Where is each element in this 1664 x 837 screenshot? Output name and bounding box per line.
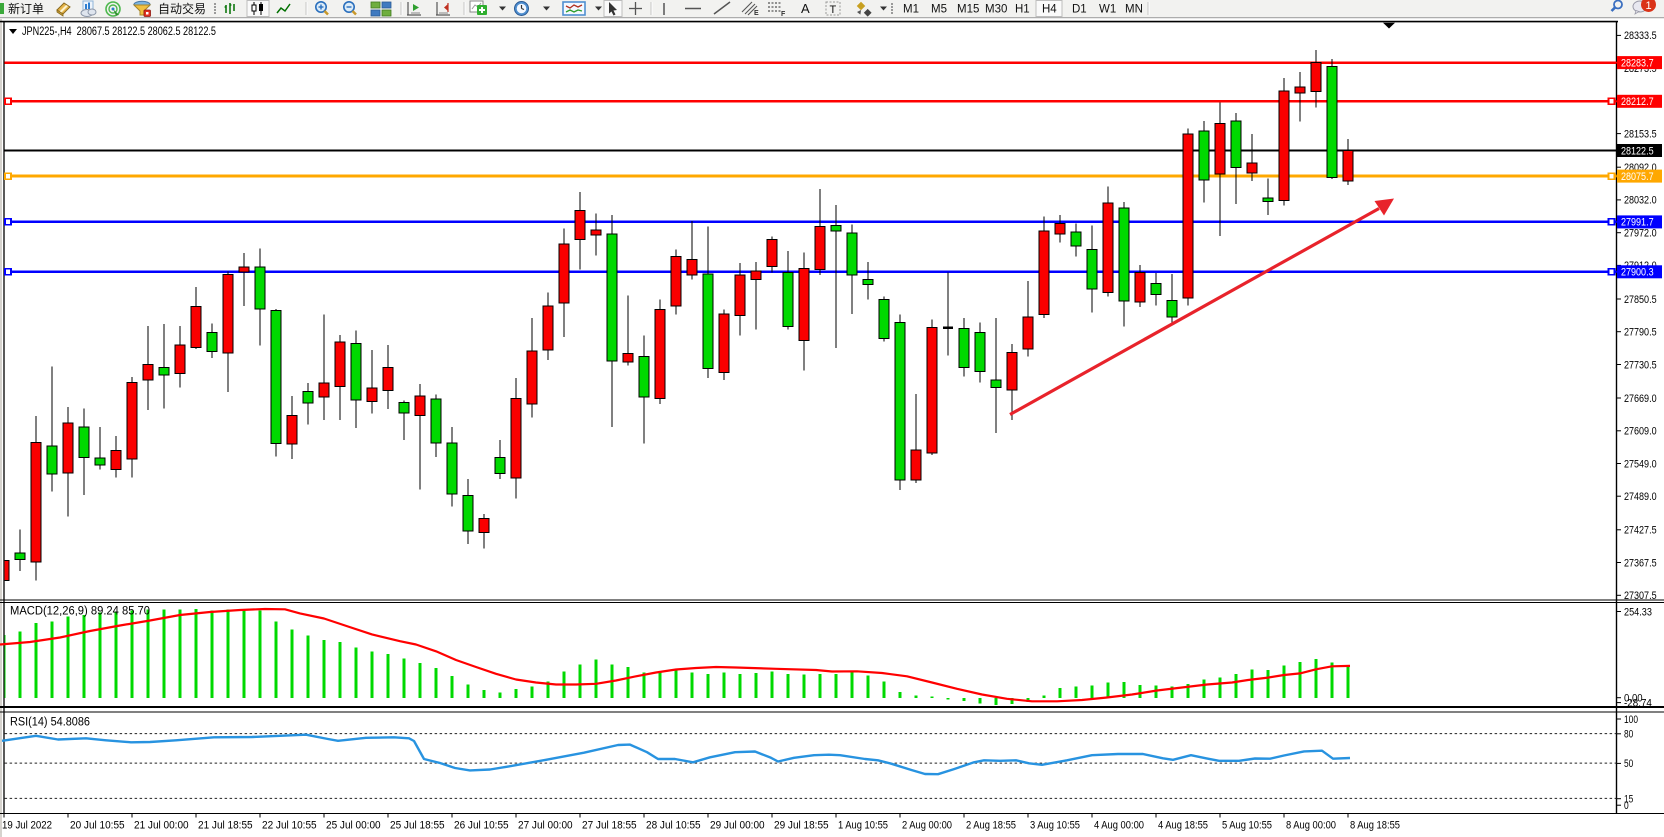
svg-text:0.00: 0.00 bbox=[1624, 693, 1643, 705]
svg-text:JPN225-,H4 28067.5 28122.5 28: JPN225-,H4 28067.5 28122.5 28062.5 28122… bbox=[22, 26, 216, 38]
svg-text:20 Jul 10:55: 20 Jul 10:55 bbox=[70, 820, 125, 832]
svg-text:H1: H1 bbox=[1015, 4, 1030, 16]
svg-text:M15: M15 bbox=[957, 4, 979, 16]
svg-text:27669.0: 27669.0 bbox=[1624, 393, 1657, 405]
svg-text:F: F bbox=[781, 11, 786, 18]
svg-text:E: E bbox=[754, 10, 759, 17]
svg-text:19 Jul 2022: 19 Jul 2022 bbox=[2, 820, 52, 832]
svg-text:27307.5: 27307.5 bbox=[1624, 590, 1657, 602]
svg-text:2 Aug 18:55: 2 Aug 18:55 bbox=[966, 820, 1016, 832]
svg-text:27609.0: 27609.0 bbox=[1624, 426, 1657, 438]
svg-text:25 Jul 00:00: 25 Jul 00:00 bbox=[326, 820, 381, 832]
svg-text:MN: MN bbox=[1125, 4, 1143, 16]
svg-text:27730.5: 27730.5 bbox=[1624, 359, 1657, 371]
svg-text:0: 0 bbox=[1624, 800, 1629, 812]
svg-text:8 Aug 18:55: 8 Aug 18:55 bbox=[1350, 820, 1400, 832]
svg-text:W1: W1 bbox=[1099, 4, 1116, 16]
svg-text:28153.5: 28153.5 bbox=[1624, 128, 1657, 140]
svg-text:自动交易: 自动交易 bbox=[158, 1, 206, 16]
svg-text:28 Jul 10:55: 28 Jul 10:55 bbox=[646, 820, 701, 832]
svg-text:27972.0: 27972.0 bbox=[1624, 228, 1657, 240]
svg-text:27427.5: 27427.5 bbox=[1624, 525, 1657, 537]
svg-text:-28.74: -28.74 bbox=[1624, 697, 1652, 709]
svg-text:29 Jul 18:55: 29 Jul 18:55 bbox=[774, 820, 829, 832]
svg-text:25 Jul 18:55: 25 Jul 18:55 bbox=[390, 820, 445, 832]
svg-text:27367.5: 27367.5 bbox=[1624, 557, 1657, 569]
svg-text:M5: M5 bbox=[931, 4, 947, 16]
svg-text:21 Jul 18:55: 21 Jul 18:55 bbox=[198, 820, 253, 832]
svg-text:T: T bbox=[830, 4, 837, 16]
svg-text:新订单: 新订单 bbox=[8, 1, 44, 16]
svg-text:50: 50 bbox=[1624, 758, 1633, 770]
svg-text:21 Jul 00:00: 21 Jul 00:00 bbox=[134, 820, 189, 832]
svg-text:27991.7: 27991.7 bbox=[1621, 217, 1654, 229]
svg-text:1 Aug 10:55: 1 Aug 10:55 bbox=[838, 820, 888, 832]
svg-text:3 Aug 10:55: 3 Aug 10:55 bbox=[1030, 820, 1080, 832]
svg-text:2 Aug 00:00: 2 Aug 00:00 bbox=[902, 820, 952, 832]
svg-text:M1: M1 bbox=[903, 4, 919, 16]
svg-text:1: 1 bbox=[1646, 0, 1652, 12]
svg-text:27489.0: 27489.0 bbox=[1624, 491, 1657, 503]
svg-text:M30: M30 bbox=[985, 4, 1007, 16]
svg-text:28333.5: 28333.5 bbox=[1624, 30, 1657, 42]
svg-text:4 Aug 18:55: 4 Aug 18:55 bbox=[1158, 820, 1208, 832]
svg-text:28032.0: 28032.0 bbox=[1624, 195, 1657, 207]
svg-text:22 Jul 10:55: 22 Jul 10:55 bbox=[262, 820, 317, 832]
svg-text:100: 100 bbox=[1624, 714, 1638, 726]
svg-text:28075.7: 28075.7 bbox=[1621, 171, 1654, 183]
svg-text:26 Jul 10:55: 26 Jul 10:55 bbox=[454, 820, 509, 832]
svg-text:4 Aug 00:00: 4 Aug 00:00 bbox=[1094, 820, 1144, 832]
svg-text:A: A bbox=[801, 1, 810, 16]
svg-text:29 Jul 00:00: 29 Jul 00:00 bbox=[710, 820, 765, 832]
svg-text:28212.7: 28212.7 bbox=[1621, 96, 1654, 108]
svg-text:15: 15 bbox=[1624, 794, 1633, 806]
svg-text:27790.5: 27790.5 bbox=[1624, 327, 1657, 339]
svg-text:80: 80 bbox=[1624, 729, 1633, 741]
svg-text:8 Aug 00:00: 8 Aug 00:00 bbox=[1286, 820, 1336, 832]
svg-text:27 Jul 18:55: 27 Jul 18:55 bbox=[582, 820, 637, 832]
svg-text:5 Aug 10:55: 5 Aug 10:55 bbox=[1222, 820, 1272, 832]
svg-text:RSI(14) 54.8086: RSI(14) 54.8086 bbox=[10, 717, 90, 729]
svg-text:27850.5: 27850.5 bbox=[1624, 294, 1657, 306]
svg-text:28122.5: 28122.5 bbox=[1621, 145, 1654, 157]
svg-text:27900.3: 27900.3 bbox=[1621, 267, 1654, 279]
svg-text:28283.7: 28283.7 bbox=[1621, 57, 1654, 69]
svg-text:27549.0: 27549.0 bbox=[1624, 458, 1657, 470]
svg-text:MACD(12,26,9) 89.24 85.70: MACD(12,26,9) 89.24 85.70 bbox=[10, 606, 150, 618]
svg-text:254.33: 254.33 bbox=[1624, 606, 1652, 618]
svg-text:27 Jul 00:00: 27 Jul 00:00 bbox=[518, 820, 573, 832]
svg-text:D1: D1 bbox=[1072, 4, 1087, 16]
svg-text:H4: H4 bbox=[1042, 4, 1057, 16]
